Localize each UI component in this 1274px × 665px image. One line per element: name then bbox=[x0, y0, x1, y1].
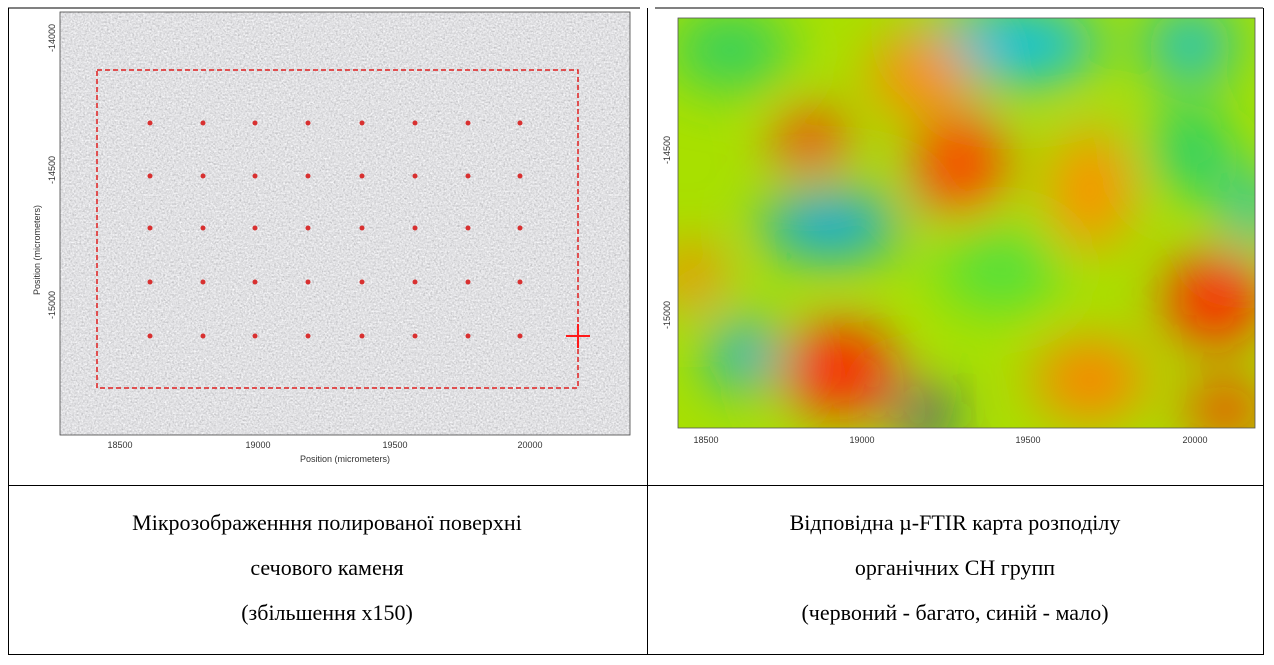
ftir-map: 18500 19000 19500 20000 -14500 -15000 bbox=[660, 5, 1274, 445]
sample-point bbox=[201, 226, 206, 231]
sample-point bbox=[413, 174, 418, 179]
sample-point bbox=[306, 226, 311, 231]
sample-point bbox=[148, 226, 153, 231]
sample-point bbox=[253, 334, 258, 339]
caption-line: Мікрозображенння полированої поверхні bbox=[132, 510, 522, 535]
sample-point bbox=[518, 174, 523, 179]
sample-point bbox=[360, 226, 365, 231]
y-tick-label: -14000 bbox=[47, 24, 57, 52]
sample-point bbox=[518, 121, 523, 126]
sample-point bbox=[413, 334, 418, 339]
y-axis-label: Position (micrometers) bbox=[32, 205, 42, 295]
sample-point bbox=[253, 174, 258, 179]
sample-point bbox=[466, 226, 471, 231]
x-tick-label: 20000 bbox=[517, 440, 542, 450]
y-tick-label: -15000 bbox=[47, 291, 57, 319]
caption-line: (червоний - багато, синій - мало) bbox=[801, 600, 1108, 625]
y-tick-label: -15000 bbox=[662, 301, 672, 329]
x-tick-label: 19000 bbox=[849, 435, 874, 445]
x-tick-label: 19000 bbox=[245, 440, 270, 450]
x-tick-label: 18500 bbox=[107, 440, 132, 450]
sample-point bbox=[518, 334, 523, 339]
sample-point bbox=[148, 174, 153, 179]
micrograph: 18500 19000 19500 20000 Position (microm… bbox=[15, 12, 640, 478]
x-tick-label: 19500 bbox=[1015, 435, 1040, 445]
sample-point bbox=[466, 334, 471, 339]
caption-line: сечового каменя bbox=[250, 555, 403, 580]
sample-point bbox=[148, 334, 153, 339]
sample-point bbox=[413, 280, 418, 285]
page: 18500 19000 19500 20000 Position (microm… bbox=[0, 0, 1274, 660]
x-axis-label: Position (micrometers) bbox=[300, 454, 390, 464]
sample-point bbox=[466, 174, 471, 179]
sample-point bbox=[518, 226, 523, 231]
sample-point bbox=[201, 174, 206, 179]
sample-point bbox=[306, 121, 311, 126]
sample-point bbox=[253, 226, 258, 231]
x-tick-label: 19500 bbox=[382, 440, 407, 450]
sample-point bbox=[360, 334, 365, 339]
sample-point bbox=[148, 121, 153, 126]
captions: Мікрозображенння полированої поверхні се… bbox=[132, 510, 1120, 625]
sample-point bbox=[253, 280, 258, 285]
caption-line: (збільшення х150) bbox=[241, 600, 413, 625]
sample-point bbox=[201, 334, 206, 339]
sample-point bbox=[306, 280, 311, 285]
caption-line: Відповідна µ-FTIR карта розподілу bbox=[790, 510, 1121, 535]
sample-point bbox=[360, 174, 365, 179]
sample-point bbox=[413, 121, 418, 126]
sample-point bbox=[466, 280, 471, 285]
sample-point bbox=[413, 226, 418, 231]
sample-point bbox=[306, 334, 311, 339]
x-tick-label: 20000 bbox=[1182, 435, 1207, 445]
y-tick-label: -14500 bbox=[47, 156, 57, 184]
sample-point bbox=[306, 174, 311, 179]
sample-point bbox=[466, 121, 471, 126]
sample-point bbox=[201, 121, 206, 126]
sample-point bbox=[360, 121, 365, 126]
sample-point bbox=[148, 280, 153, 285]
y-tick-label: -14500 bbox=[662, 136, 672, 164]
sample-point bbox=[518, 280, 523, 285]
sample-point bbox=[201, 280, 206, 285]
sample-point bbox=[360, 280, 365, 285]
caption-line: органічних СН групп bbox=[855, 555, 1055, 580]
x-tick-label: 18500 bbox=[693, 435, 718, 445]
sample-point bbox=[253, 121, 258, 126]
